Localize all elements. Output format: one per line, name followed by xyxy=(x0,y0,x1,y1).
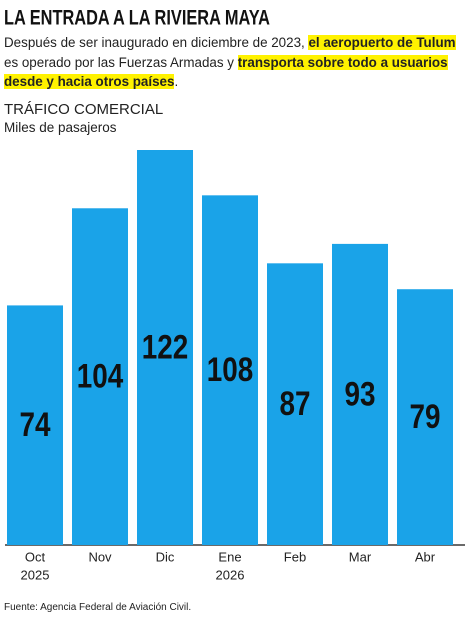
chart-subtitle: TRÁFICO COMERCIAL xyxy=(4,101,164,118)
text: Después de ser inaugurado en diciembre d… xyxy=(4,35,309,50)
value-label: 79 xyxy=(409,397,440,435)
value-label: 122 xyxy=(142,328,189,366)
subtitle: Después de ser inaugurado en diciembre d… xyxy=(4,33,459,92)
x-tick-label: Ene xyxy=(218,549,241,564)
value-label: 104 xyxy=(77,357,124,395)
bar xyxy=(7,305,63,545)
value-label: 108 xyxy=(207,351,254,389)
bar xyxy=(332,243,388,546)
x-tick-label: Abr xyxy=(415,549,436,564)
unit-label: Miles de pasajeros xyxy=(4,120,117,135)
text: . xyxy=(174,74,179,89)
bar xyxy=(202,195,258,545)
x-tick-label: Oct xyxy=(25,549,46,564)
source: Fuente: Agencia Federal de Aviación Civi… xyxy=(4,602,192,613)
x-tick-label: Dic xyxy=(156,549,175,564)
value-label: 74 xyxy=(19,406,51,444)
x-tick-label: Feb xyxy=(284,549,306,564)
x-tick-label: Mar xyxy=(349,549,372,564)
bar xyxy=(137,150,193,545)
value-label: 93 xyxy=(344,375,375,413)
text: es operado por las Fuerzas Armadas y xyxy=(4,54,238,70)
bar xyxy=(72,208,128,545)
value-label: 87 xyxy=(279,385,310,423)
bar xyxy=(267,263,323,545)
bar xyxy=(397,289,453,545)
chart-title: LA ENTRADA A LA RIVIERA MAYA xyxy=(4,7,270,30)
x-tick-sublabel: 2026 xyxy=(216,567,245,582)
x-tick-sublabel: 2025 xyxy=(21,567,50,582)
highlighted-text: el aeropuerto de Tulum xyxy=(308,35,456,50)
x-tick-label: Nov xyxy=(88,549,112,564)
